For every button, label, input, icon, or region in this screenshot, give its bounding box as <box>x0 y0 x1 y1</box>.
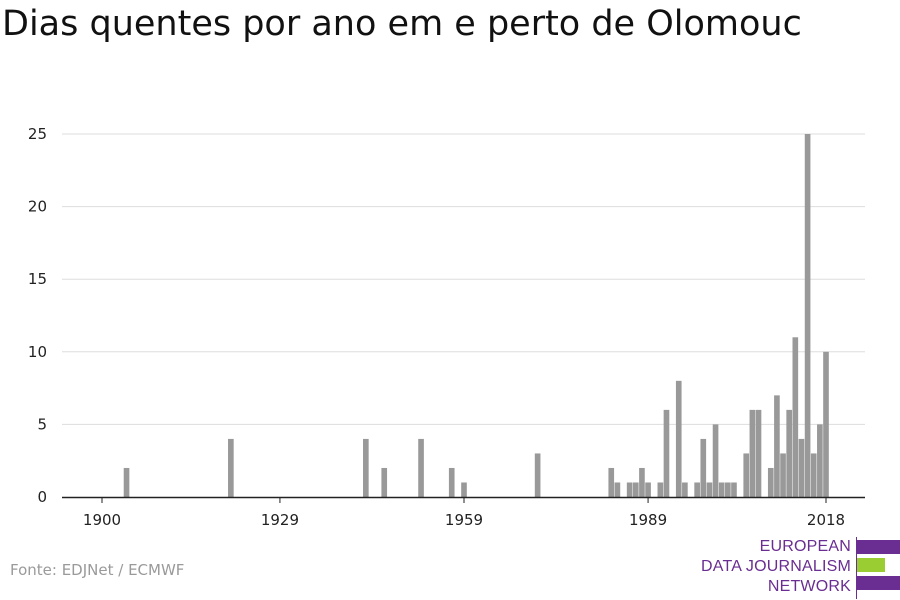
bar-2006 <box>749 409 756 497</box>
bar-1989 <box>645 482 651 497</box>
bar-1997 <box>694 482 700 497</box>
bar-2009 <box>767 467 774 497</box>
bar-2014 <box>798 438 805 497</box>
bar-1986 <box>626 482 633 497</box>
bar-1999 <box>706 482 713 497</box>
logo-bar-top <box>857 540 900 554</box>
bar-2001 <box>718 482 725 497</box>
bar-1984 <box>614 482 621 497</box>
bar-2000 <box>712 424 719 497</box>
bar-1904 <box>123 467 130 497</box>
logo-line-3: NETWORK <box>767 578 851 595</box>
y-tick-label-0: 0 <box>37 488 47 506</box>
x-tick-label-2018: 2018 <box>807 511 845 529</box>
bar-1998 <box>700 438 707 497</box>
x-tick-label-1900: 1900 <box>83 511 121 529</box>
bar-2012 <box>786 409 793 497</box>
x-axis-ticks: 1900 1929 1959 1989 2018 <box>83 497 845 529</box>
chart-title: Dias quentes por ano em e perto de Olomo… <box>2 4 802 44</box>
logo-line-1: EUROPEAN <box>759 538 851 555</box>
bar-2010 <box>774 395 780 497</box>
bar-1991 <box>657 482 664 497</box>
y-tick-label-20: 20 <box>28 198 47 216</box>
bar-1946 <box>381 467 388 497</box>
bar-2003 <box>731 482 737 497</box>
bar-1988 <box>639 467 645 497</box>
x-tick-label-1959: 1959 <box>445 511 483 529</box>
logo-line-2: DATA JOURNALISM <box>701 558 851 575</box>
logo-bar-middle <box>857 558 885 572</box>
y-tick-label-5: 5 <box>37 415 47 433</box>
y-tick-label-15: 15 <box>28 270 47 288</box>
logo-text: EUROPEAN DATA JOURNALISM NETWORK <box>701 537 851 597</box>
bar-1994 <box>675 380 682 497</box>
grid-lines <box>62 133 865 425</box>
bar-1987 <box>632 482 639 497</box>
bar-2007 <box>755 409 762 497</box>
bar-2002 <box>725 482 731 497</box>
bar-1921 <box>228 438 234 497</box>
y-tick-label-10: 10 <box>28 343 47 361</box>
bar-2015 <box>804 134 811 497</box>
source-note: Fonte: EDJNet / ECMWF <box>10 561 185 579</box>
y-tick-label-25: 25 <box>28 125 47 143</box>
bar-2011 <box>780 453 786 497</box>
bar-2018 <box>823 351 829 497</box>
y-axis-labels: 0 5 10 15 20 25 <box>28 125 47 506</box>
logo-divider <box>856 537 857 599</box>
bar-1983 <box>608 467 615 497</box>
bar-1959 <box>461 482 467 497</box>
bars <box>123 134 829 497</box>
x-tick-label-1929: 1929 <box>261 511 299 529</box>
bar-1995 <box>682 482 688 497</box>
bar-1971 <box>534 453 541 497</box>
bar-1952 <box>418 438 424 497</box>
bar-1943 <box>363 438 369 497</box>
bar-2005 <box>743 453 750 497</box>
bar-1992 <box>663 409 670 497</box>
bar-1957 <box>448 467 455 497</box>
logo-bar-bottom <box>857 576 900 590</box>
edjnet-logo: EUROPEAN DATA JOURNALISM NETWORK <box>700 537 900 599</box>
x-tick-label-1989: 1989 <box>629 511 667 529</box>
bar-2013 <box>792 337 799 497</box>
bar-2016 <box>810 453 817 497</box>
bar-2017 <box>817 424 823 497</box>
